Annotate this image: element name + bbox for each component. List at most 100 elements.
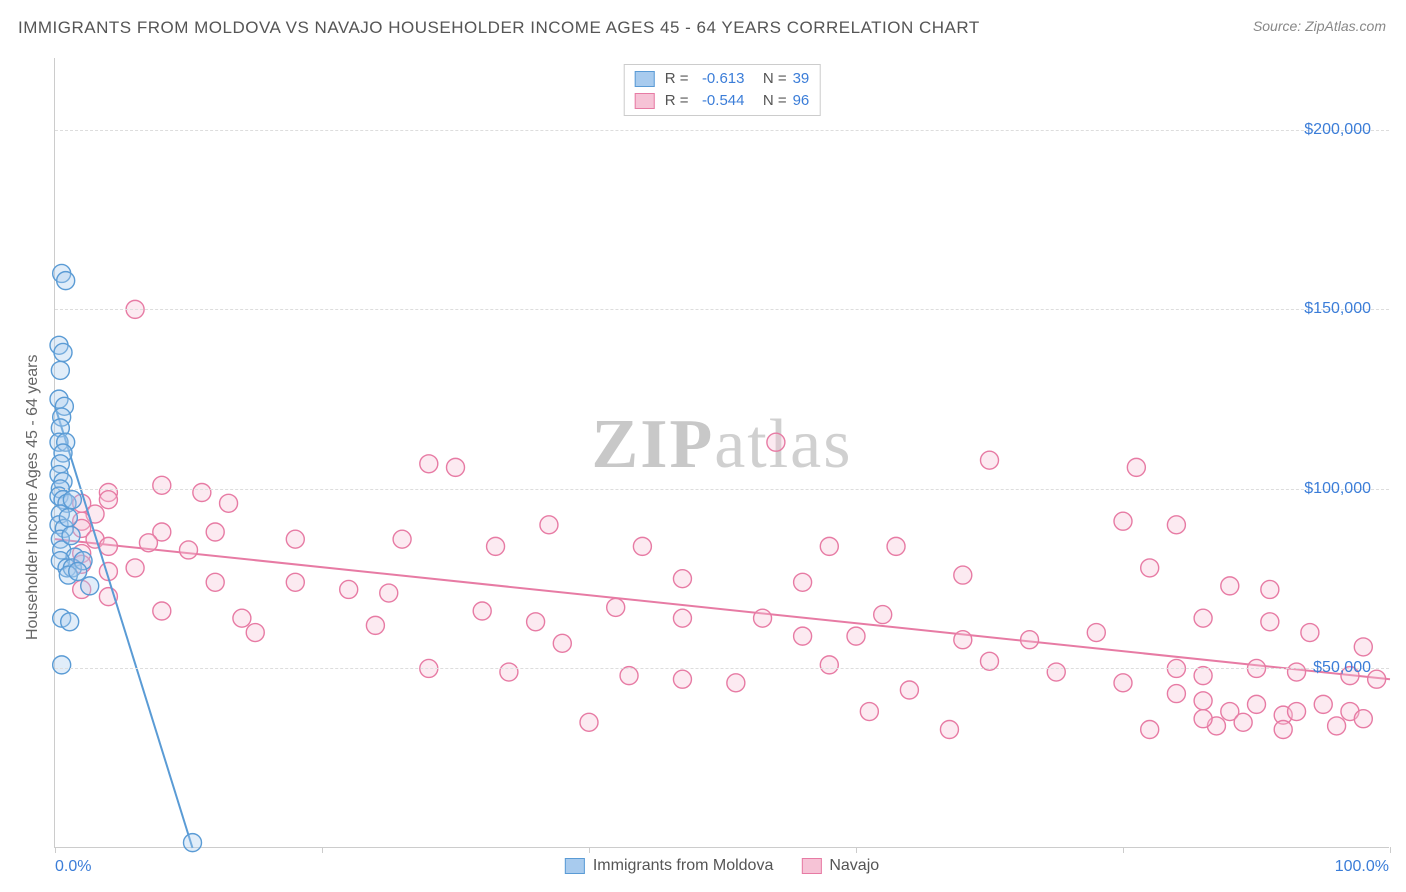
data-point	[139, 534, 157, 552]
data-point	[633, 537, 651, 555]
data-point	[1248, 695, 1266, 713]
x-tick	[856, 847, 857, 853]
source-attribution: Source: ZipAtlas.com	[1253, 18, 1386, 34]
data-point	[180, 541, 198, 559]
data-point	[1301, 624, 1319, 642]
data-point	[1167, 685, 1185, 703]
data-point	[553, 634, 571, 652]
data-point	[206, 573, 224, 591]
data-point	[981, 451, 999, 469]
data-point	[1261, 580, 1279, 598]
data-point	[81, 577, 99, 595]
data-point	[473, 602, 491, 620]
data-point	[820, 537, 838, 555]
data-point	[1167, 516, 1185, 534]
data-point	[1288, 663, 1306, 681]
data-point	[99, 491, 117, 509]
data-point	[1354, 710, 1372, 728]
plot-area: ZIPatlas R = -0.613 N = 39 R = -0.544 N …	[54, 58, 1389, 848]
data-point	[99, 537, 117, 555]
data-point	[220, 494, 238, 512]
data-point	[1087, 624, 1105, 642]
scatter-svg	[55, 58, 1389, 847]
data-point	[393, 530, 411, 548]
data-point	[487, 537, 505, 555]
x-tick	[1123, 847, 1124, 853]
y-tick-label: $100,000	[1304, 480, 1371, 498]
data-point	[1234, 713, 1252, 731]
gridline	[55, 489, 1389, 490]
data-point	[380, 584, 398, 602]
gridline	[55, 130, 1389, 131]
data-point	[57, 272, 75, 290]
data-point	[153, 602, 171, 620]
gridline	[55, 668, 1389, 669]
data-point	[61, 613, 79, 631]
legend-item-navajo: Navajo	[801, 857, 879, 875]
y-tick-label: $150,000	[1304, 300, 1371, 318]
data-point	[366, 616, 384, 634]
data-point	[193, 484, 211, 502]
data-point	[767, 433, 785, 451]
data-point	[847, 627, 865, 645]
data-point	[69, 563, 87, 581]
data-point	[954, 566, 972, 584]
data-point	[874, 606, 892, 624]
data-point	[794, 627, 812, 645]
data-point	[63, 491, 81, 509]
chart-title: IMMIGRANTS FROM MOLDOVA VS NAVAJO HOUSEH…	[18, 18, 980, 38]
data-point	[420, 455, 438, 473]
data-point	[62, 527, 80, 545]
gridline	[55, 309, 1389, 310]
data-point	[900, 681, 918, 699]
swatch-navajo-icon	[801, 858, 821, 874]
data-point	[754, 609, 772, 627]
x-tick	[589, 847, 590, 853]
data-point	[286, 573, 304, 591]
data-point	[1274, 721, 1292, 739]
data-point	[54, 343, 72, 361]
data-point	[1354, 638, 1372, 656]
data-point	[1021, 631, 1039, 649]
data-point	[246, 624, 264, 642]
legend-label-moldova: Immigrants from Moldova	[593, 857, 774, 875]
y-axis-label: Householder Income Ages 45 - 64 years	[24, 355, 42, 641]
legend-label-navajo: Navajo	[829, 857, 879, 875]
data-point	[673, 570, 691, 588]
data-point	[1328, 717, 1346, 735]
data-point	[673, 609, 691, 627]
data-point	[1261, 613, 1279, 631]
data-point	[1194, 692, 1212, 710]
data-point	[1141, 559, 1159, 577]
data-point	[607, 598, 625, 616]
data-point	[1314, 695, 1332, 713]
data-point	[727, 674, 745, 692]
data-point	[286, 530, 304, 548]
y-tick-label: $200,000	[1304, 121, 1371, 139]
data-point	[673, 670, 691, 688]
data-point	[887, 537, 905, 555]
data-point	[233, 609, 251, 627]
data-point	[340, 580, 358, 598]
data-point	[860, 703, 878, 721]
swatch-moldova-icon	[565, 858, 585, 874]
data-point	[580, 713, 598, 731]
data-point	[527, 613, 545, 631]
x-tick	[1390, 847, 1391, 853]
trend-line	[55, 539, 1390, 679]
data-point	[1141, 721, 1159, 739]
data-point	[59, 509, 77, 527]
data-point	[500, 663, 518, 681]
data-point	[540, 516, 558, 534]
data-point	[1114, 512, 1132, 530]
data-point	[1194, 710, 1212, 728]
legend-item-moldova: Immigrants from Moldova	[565, 857, 774, 875]
data-point	[1114, 674, 1132, 692]
data-point	[51, 361, 69, 379]
data-point	[794, 573, 812, 591]
data-point	[447, 458, 465, 476]
x-tick-label: 0.0%	[55, 858, 91, 876]
x-tick	[322, 847, 323, 853]
data-point	[126, 559, 144, 577]
data-point	[184, 834, 202, 852]
